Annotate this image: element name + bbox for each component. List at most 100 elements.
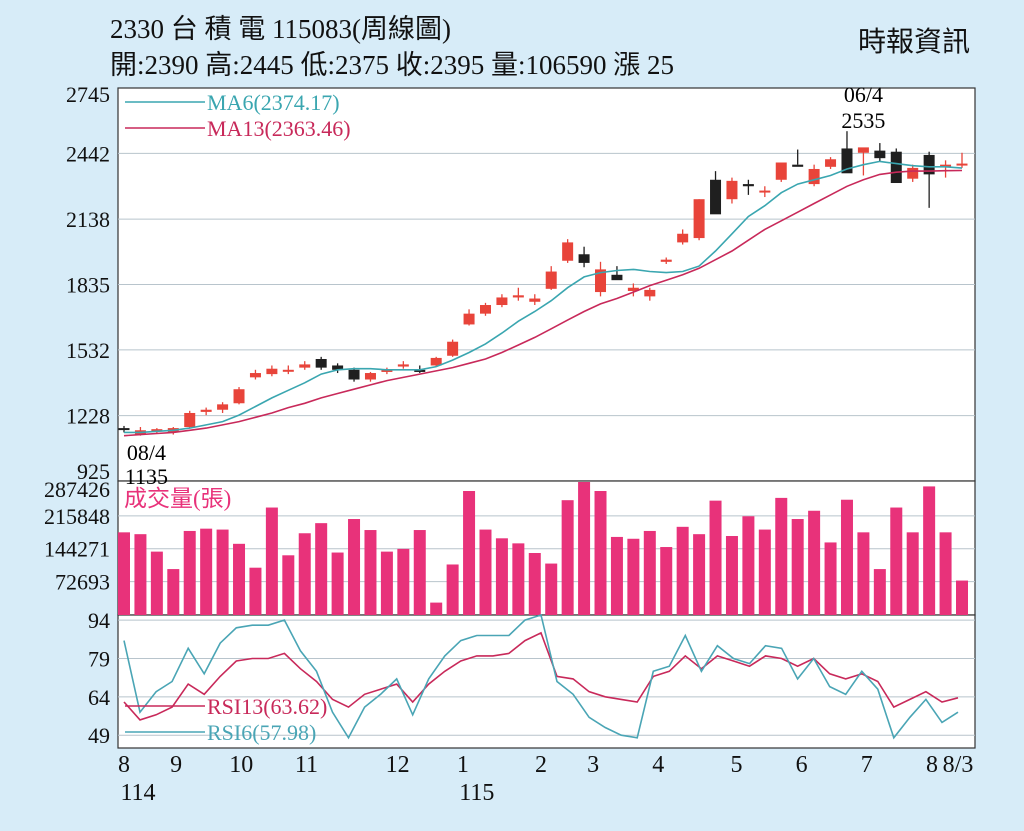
ma6-legend-label: MA6(2374.17) xyxy=(207,90,340,115)
volume-bar xyxy=(676,526,689,615)
volume-bar xyxy=(610,536,623,615)
price-tick-label: 2442 xyxy=(66,141,110,166)
price-tick-label: 1228 xyxy=(66,404,110,429)
candle-body xyxy=(578,254,590,263)
price-tick-label: 2138 xyxy=(66,207,110,232)
candle-body xyxy=(841,148,853,174)
volume-bar xyxy=(167,569,180,615)
volume-bar xyxy=(627,538,640,615)
volume-bar xyxy=(890,507,903,615)
candle-body xyxy=(315,358,327,368)
candle-body xyxy=(923,154,935,175)
candle-body xyxy=(233,389,245,404)
candle-body xyxy=(184,412,196,428)
candle-body xyxy=(693,199,705,239)
rsi6-line xyxy=(123,613,959,740)
volume-bar xyxy=(413,530,426,615)
x-year-label: 114 xyxy=(120,780,155,806)
x-year-label: 115 xyxy=(459,780,494,806)
price-tick-label: 1835 xyxy=(66,273,110,298)
volume-bar xyxy=(479,529,492,615)
volume-bar xyxy=(857,532,870,615)
high-value-label: 2535 xyxy=(841,108,885,133)
candle-body xyxy=(956,163,968,166)
volume-bar xyxy=(380,551,393,615)
candle-body xyxy=(890,151,902,184)
x-tick-label: 2 xyxy=(535,752,547,778)
volume-bar xyxy=(643,530,656,615)
candle-body xyxy=(857,147,869,153)
volume-bar xyxy=(725,536,738,615)
candle-body xyxy=(808,168,820,185)
volume-bar xyxy=(315,523,328,615)
indicator-lines xyxy=(123,160,963,740)
volume-bar xyxy=(824,542,837,615)
x-tick-label: 4 xyxy=(652,752,664,778)
volume-bar xyxy=(956,580,968,615)
candle-body xyxy=(463,313,475,325)
volume-bar xyxy=(331,552,344,615)
rsi6-legend-label: RSI6(57.98) xyxy=(207,720,316,745)
volume-bar xyxy=(183,530,196,615)
volume-tick-label: 72693 xyxy=(55,570,110,595)
volume-bar xyxy=(348,519,361,615)
volume-tick-label: 144271 xyxy=(44,537,110,562)
volume-bar xyxy=(791,519,804,615)
volume-bar xyxy=(923,486,936,615)
candle-body xyxy=(348,369,360,380)
volume-bar xyxy=(939,532,952,615)
x-tick-label: 8/3 xyxy=(943,752,974,778)
rsi13-line xyxy=(123,631,959,721)
rsi-tick-label: 49 xyxy=(88,723,110,748)
volume-bar xyxy=(364,530,377,615)
volume-bar xyxy=(463,491,476,615)
ohlc-summary: 開:2390 高:2445 低:2375 收:2395 量:106590 漲 2… xyxy=(110,50,675,80)
volume-bar xyxy=(512,543,525,615)
volume-bar xyxy=(528,553,541,615)
candle-body xyxy=(496,297,508,306)
rsi-tick-label: 64 xyxy=(88,685,110,710)
candle-body xyxy=(479,305,491,314)
x-tick-label: 12 xyxy=(386,752,410,778)
ma13-legend-label: MA13(2363.46) xyxy=(207,116,351,141)
volume-bar xyxy=(134,534,147,615)
x-tick-label: 1 xyxy=(457,752,469,778)
volume-bar xyxy=(775,497,788,615)
volume-title: 成交量(張) xyxy=(124,486,231,511)
low-date-label: 08/4 xyxy=(127,440,166,465)
rsi13-legend-label: RSI13(63.62) xyxy=(207,694,327,719)
volume-bar xyxy=(118,532,130,615)
x-tick-label: 3 xyxy=(587,752,599,778)
x-tick-label: 6 xyxy=(796,752,808,778)
rsi-tick-label: 79 xyxy=(88,646,110,671)
candle-body xyxy=(200,409,212,412)
candle-body xyxy=(332,365,344,370)
volume-bar xyxy=(906,532,919,615)
candle-body xyxy=(151,429,163,432)
candle-body xyxy=(825,159,837,167)
volume-bar xyxy=(216,529,229,615)
candle-body xyxy=(529,298,541,302)
volume-bar xyxy=(840,499,853,615)
volume-bar xyxy=(578,482,591,615)
x-tick-label: 10 xyxy=(229,752,253,778)
candle-body xyxy=(775,162,787,180)
x-tick-label: 8 xyxy=(118,752,130,778)
candle-body xyxy=(397,364,409,367)
volume-bar xyxy=(873,569,886,615)
ma13-line xyxy=(123,169,963,437)
candle-body xyxy=(562,242,574,261)
candle-body xyxy=(364,373,376,380)
x-tick-label: 11 xyxy=(295,752,318,778)
high-date-label: 06/4 xyxy=(844,82,883,107)
volume-tick-label: 215848 xyxy=(44,504,110,529)
ma6-line xyxy=(124,160,963,434)
volume-bar xyxy=(150,551,163,615)
volume-bar xyxy=(249,567,262,615)
volume-bar xyxy=(200,528,213,615)
candle-body xyxy=(282,369,294,372)
volume-bar xyxy=(561,500,574,615)
volume-bar xyxy=(430,602,443,615)
x-tick-label: 7 xyxy=(861,752,873,778)
candle-body xyxy=(595,269,607,293)
